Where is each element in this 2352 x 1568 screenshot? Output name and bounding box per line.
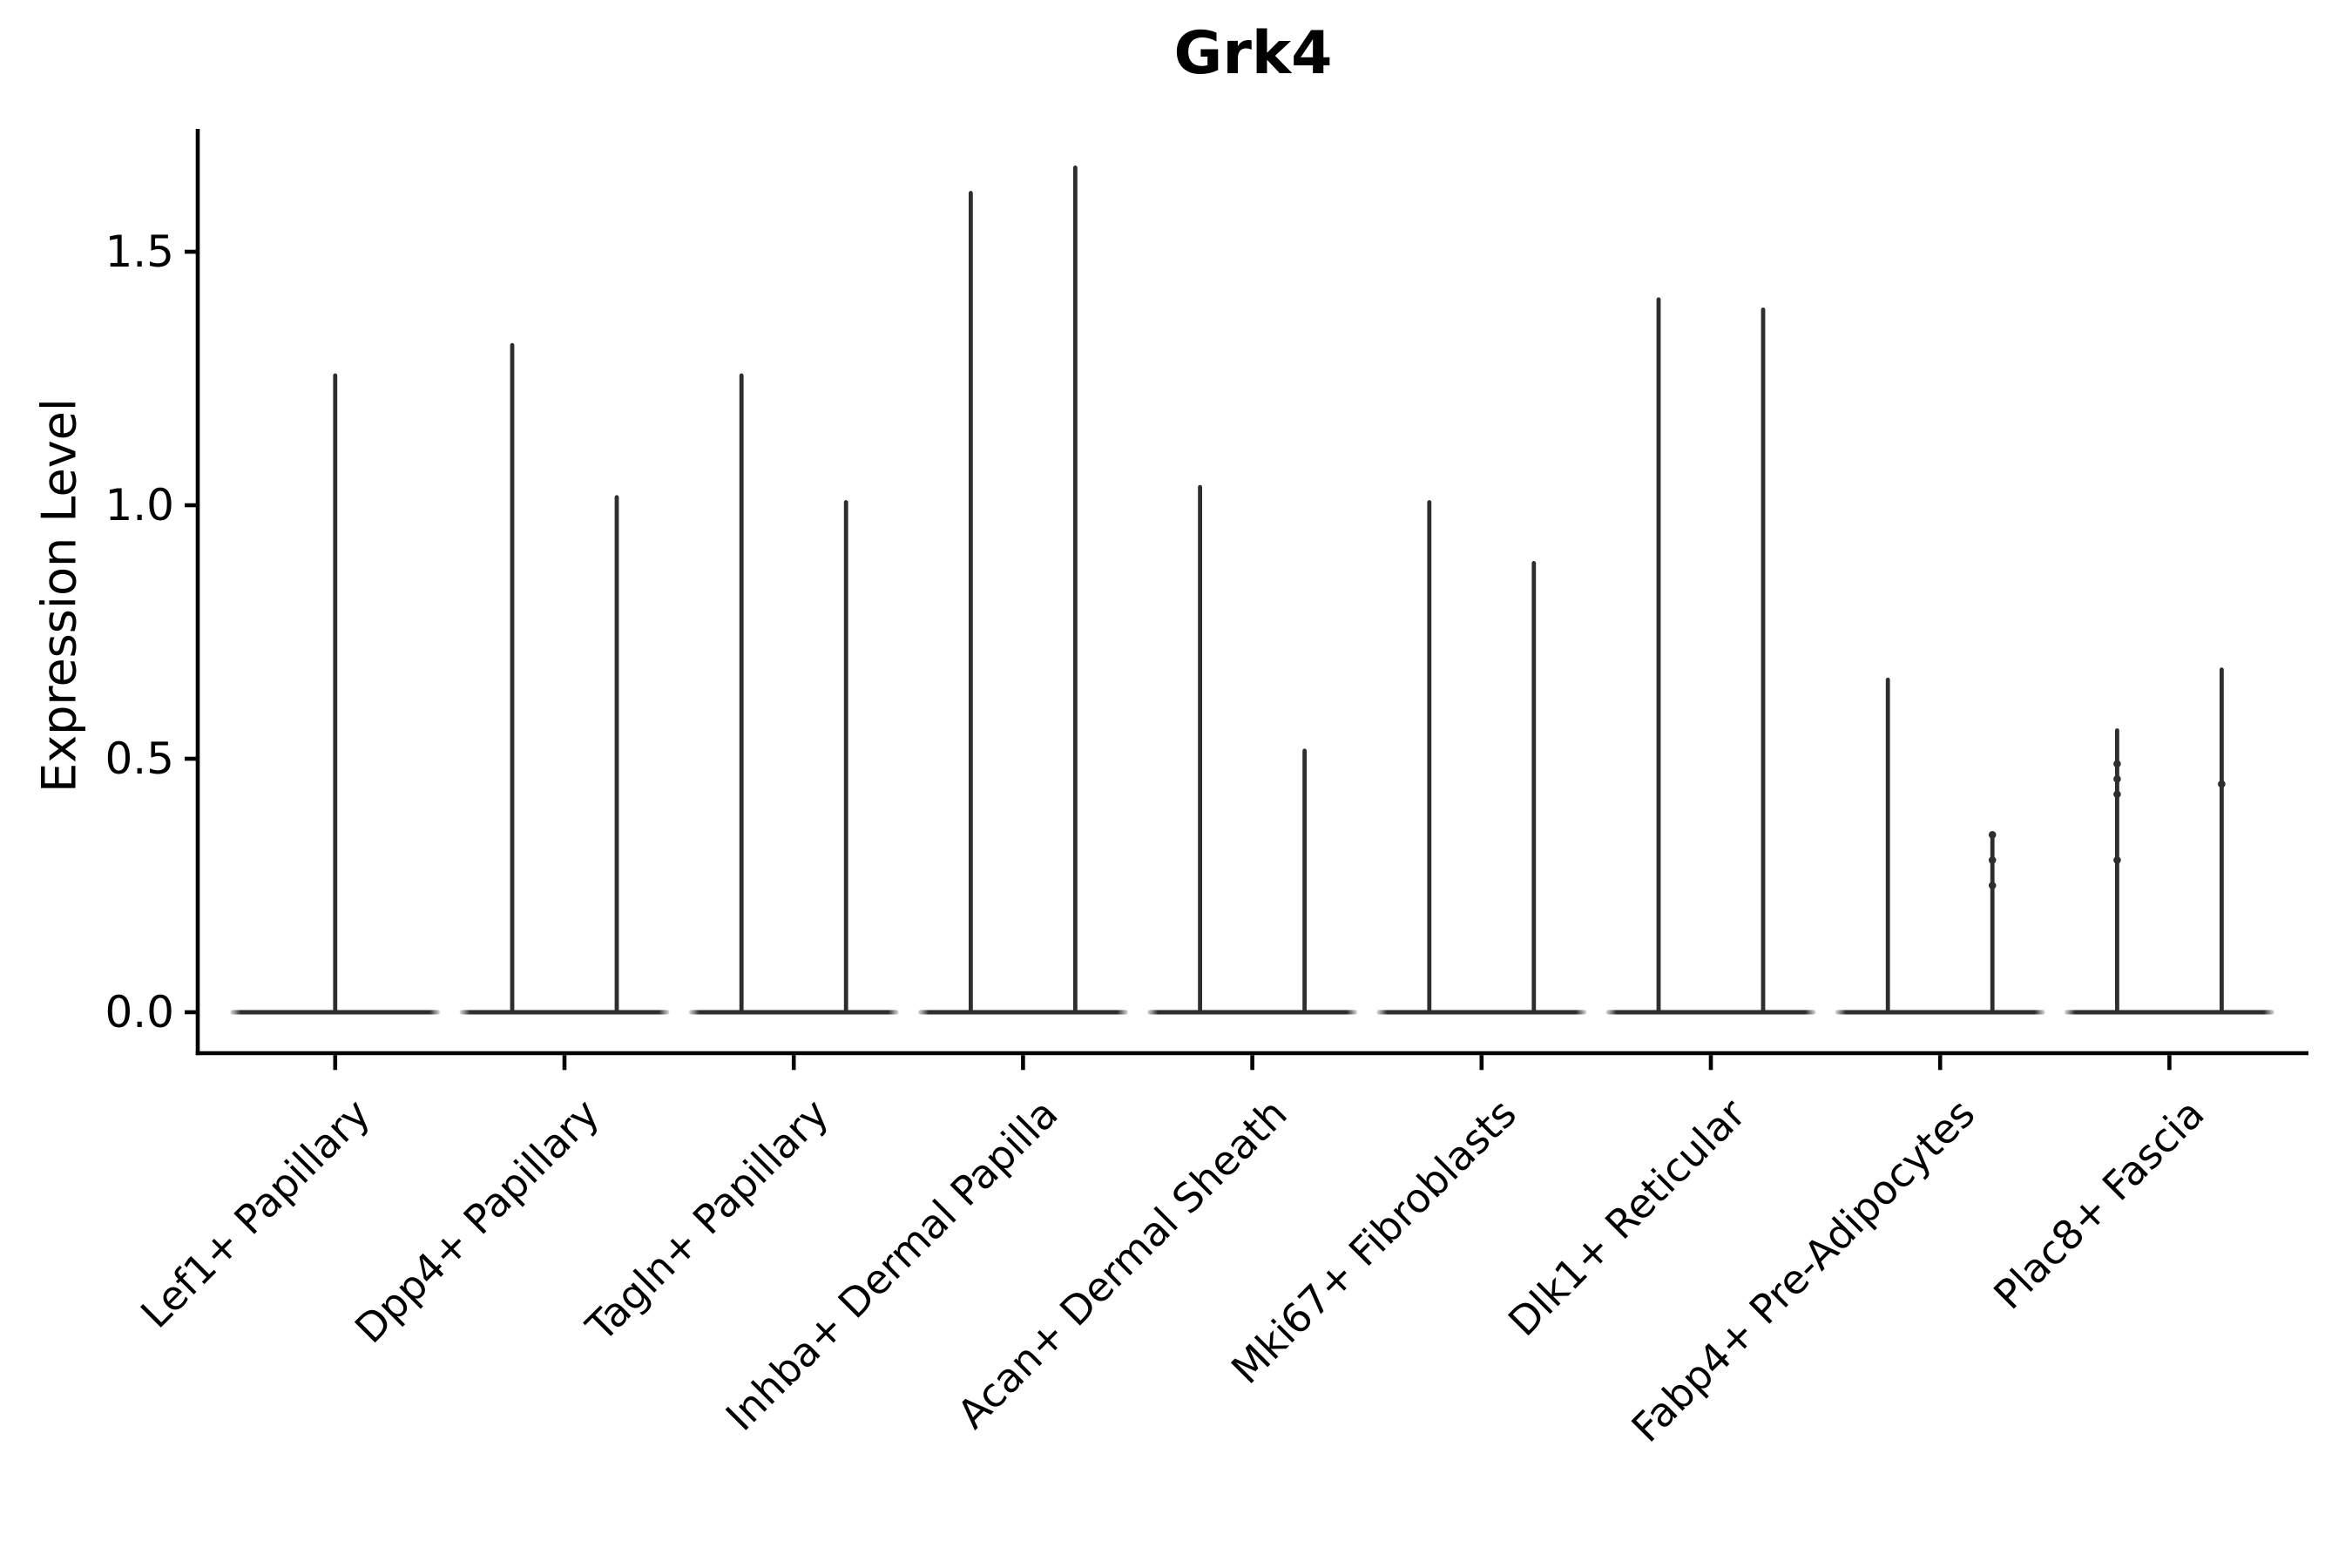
violin-base — [1376, 1010, 1587, 1015]
expression-dot — [2113, 760, 2121, 768]
violin-base — [917, 1010, 1128, 1015]
violin-base — [688, 1010, 899, 1015]
expression-dot — [2113, 856, 2121, 864]
expression-dot — [2113, 790, 2121, 799]
expression-dot — [2218, 780, 2226, 788]
expression-dot — [1988, 856, 1997, 864]
violin-base — [1605, 1010, 1816, 1015]
y-tick-label: 0.5 — [105, 733, 174, 784]
y-tick-label: 1.5 — [105, 226, 174, 277]
expression-dot — [1988, 831, 1997, 839]
expression-dot — [1988, 882, 1997, 889]
violin-base — [459, 1010, 670, 1015]
violin-base — [1835, 1010, 2045, 1015]
violin-base — [1147, 1010, 1358, 1015]
y-tick-label: 1.0 — [105, 480, 174, 531]
chart-title: Grk4 — [1173, 19, 1333, 88]
expression-dot — [2113, 774, 2121, 783]
y-tick-label: 0.0 — [105, 987, 174, 1037]
violin-base — [2064, 1010, 2274, 1015]
